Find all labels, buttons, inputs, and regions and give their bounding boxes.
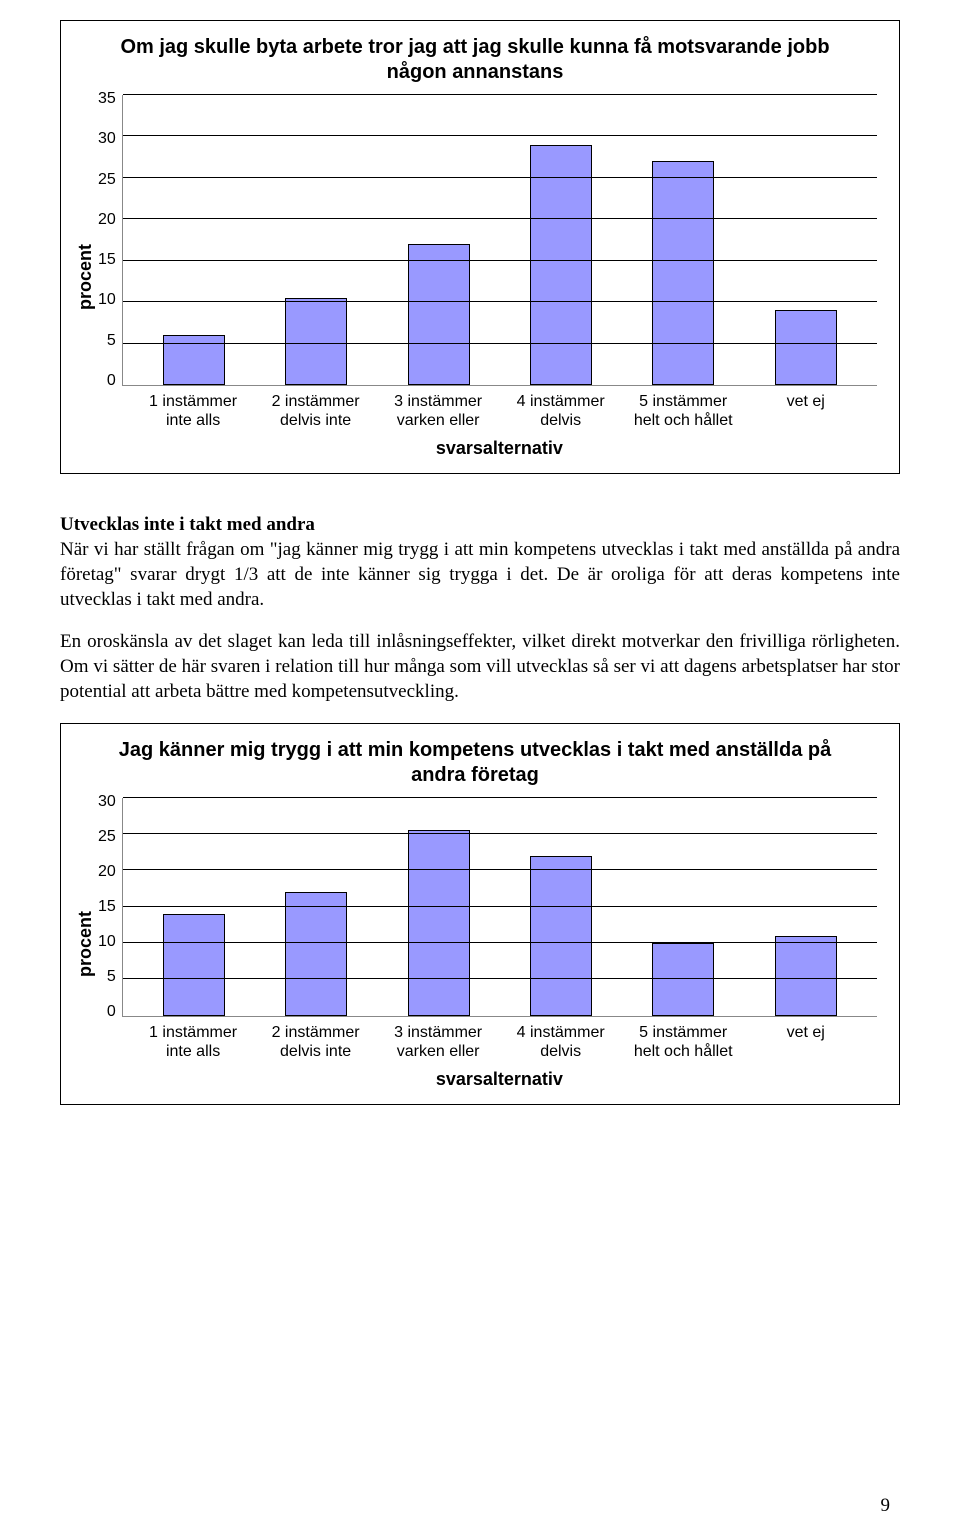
gridline <box>123 301 877 302</box>
ytick-label: 10 <box>98 291 116 309</box>
ytick-label: 30 <box>98 130 116 148</box>
page-container: Om jag skulle byta arbete tror jag att j… <box>0 0 960 1537</box>
xtick-label: 1 instämmer inte alls <box>143 1023 243 1061</box>
xtick-label: 2 instämmer delvis inte <box>266 392 366 430</box>
chart1-bars <box>123 95 877 385</box>
chart2-ylabel: procent <box>73 911 98 977</box>
gridline <box>123 797 877 798</box>
chart1-xlabel: svarsalternativ <box>122 430 877 459</box>
gridline <box>123 906 877 907</box>
bar <box>285 298 347 385</box>
xtick-label: 3 instämmer varken eller <box>388 1023 488 1061</box>
paragraph-2: En oroskänsla av det slaget kan leda til… <box>60 630 900 704</box>
page-number: 9 <box>881 1495 891 1517</box>
ytick-label: 35 <box>98 90 116 108</box>
xtick-label: 5 instämmer helt och hållet <box>633 1023 733 1061</box>
chart1-xlabels: 1 instämmer inte alls 2 instämmer delvis … <box>122 386 877 430</box>
gridline <box>123 218 877 219</box>
chart2-box: Jag känner mig trygg i att min kompetens… <box>60 723 900 1105</box>
ytick-label: 20 <box>98 211 116 229</box>
chart2-xlabel: svarsalternativ <box>122 1061 877 1090</box>
xtick-label: 4 instämmer delvis <box>511 392 611 430</box>
ytick-label: 25 <box>98 828 116 846</box>
bar <box>408 830 470 1015</box>
chart2-bars <box>123 798 877 1016</box>
section-heading: Utvecklas inte i takt med andra <box>60 514 900 536</box>
xtick-label: 5 instämmer helt och hållet <box>633 392 733 430</box>
chart1-ylabel: procent <box>73 244 98 310</box>
gridline <box>123 94 877 95</box>
chart2-plot-col: 1 instämmer inte alls 2 instämmer delvis … <box>122 798 877 1090</box>
chart2-title: Jag känner mig trygg i att min kompetens… <box>73 738 877 798</box>
ytick-label: 25 <box>98 171 116 189</box>
bar <box>775 310 837 385</box>
ytick-label: 20 <box>98 863 116 881</box>
xtick-label: vet ej <box>756 1023 856 1061</box>
xtick-label: 1 instämmer inte alls <box>143 392 243 430</box>
ytick-label: 5 <box>107 332 116 350</box>
ytick-label: 15 <box>98 251 116 269</box>
chart1-box: Om jag skulle byta arbete tror jag att j… <box>60 20 900 474</box>
ytick-label: 30 <box>98 793 116 811</box>
chart2-area: procent 302520151050 1 instämmer inte al… <box>73 798 877 1090</box>
bar <box>530 145 592 385</box>
ytick-label: 5 <box>107 968 116 986</box>
chart1-plot <box>122 95 877 386</box>
xtick-label: 2 instämmer delvis inte <box>266 1023 366 1061</box>
gridline <box>123 177 877 178</box>
chart1-area: procent 35302520151050 1 instämmer inte … <box>73 95 877 459</box>
gridline <box>123 833 877 834</box>
gridline <box>123 260 877 261</box>
gridline <box>123 978 877 979</box>
gridline <box>123 942 877 943</box>
xtick-label: 4 instämmer delvis <box>511 1023 611 1061</box>
chart1-title: Om jag skulle byta arbete tror jag att j… <box>73 35 877 95</box>
chart2-xlabels: 1 instämmer inte alls 2 instämmer delvis … <box>122 1017 877 1061</box>
chart1-plot-col: 1 instämmer inte alls 2 instämmer delvis … <box>122 95 877 459</box>
ytick-label: 0 <box>107 372 116 390</box>
bar <box>652 943 714 1016</box>
chart2-yticks: 30 25 20 15 10 5 0 <box>98 793 122 1021</box>
gridline <box>123 135 877 136</box>
bar <box>530 856 592 1016</box>
xtick-label: vet ej <box>756 392 856 430</box>
ytick-label: 10 <box>98 933 116 951</box>
bar <box>285 892 347 1016</box>
xtick-label: 3 instämmer varken eller <box>388 392 488 430</box>
ytick-label: 15 <box>98 898 116 916</box>
gridline <box>123 343 877 344</box>
bar <box>163 914 225 1016</box>
bar <box>652 161 714 385</box>
chart1-yticks: 35 30 25 20 15 10 5 0 <box>98 90 122 390</box>
bar <box>775 936 837 1016</box>
paragraph-1: När vi har ställt frågan om "jag känner … <box>60 538 900 612</box>
gridline <box>123 869 877 870</box>
chart2-plot <box>122 798 877 1017</box>
bar <box>408 244 470 385</box>
ytick-label: 0 <box>107 1003 116 1021</box>
